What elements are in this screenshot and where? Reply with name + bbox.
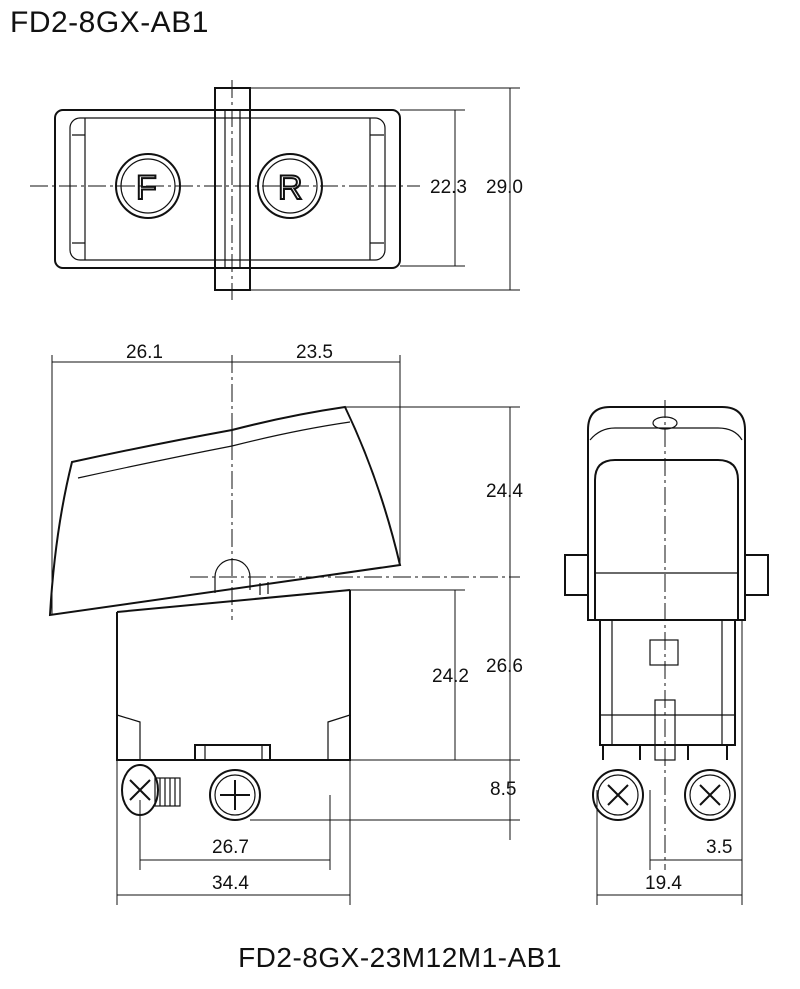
top-view: F R 22.3 29.0 [30, 80, 523, 300]
dim-front-right-width: 23.5 [296, 342, 333, 363]
dim-trigger-height: 24.4 [486, 481, 523, 502]
dim-side-width: 19.4 [645, 873, 682, 894]
dim-housing-height: 24.2 [432, 666, 469, 687]
dim-body-height: 26.6 [486, 656, 523, 677]
dim-top-outer-height: 29.0 [486, 177, 523, 198]
reverse-marking-circle [257, 153, 323, 219]
drawing-subtitle: FD2-8GX-23M12M1-AB1 [238, 942, 562, 973]
dim-body-width: 34.4 [212, 873, 249, 894]
dim-terminal-height: 8.5 [490, 779, 516, 800]
forward-marking-circle [115, 153, 181, 219]
reverse-marking: R [278, 169, 303, 207]
dim-terminal-spacing: 26.7 [212, 837, 249, 858]
dim-front-left-width: 26.1 [126, 342, 163, 363]
dim-side-offset: 3.5 [706, 837, 732, 858]
drawing-title: FD2-8GX-AB1 [10, 6, 209, 39]
side-view: 19.4 3.5 [564, 400, 769, 905]
front-view: 26.1 23.5 24.4 26.6 24.2 8.5 26.7 34.4 [48, 342, 523, 905]
forward-marking: F [136, 169, 157, 207]
dim-top-inner-height: 22.3 [430, 177, 467, 198]
